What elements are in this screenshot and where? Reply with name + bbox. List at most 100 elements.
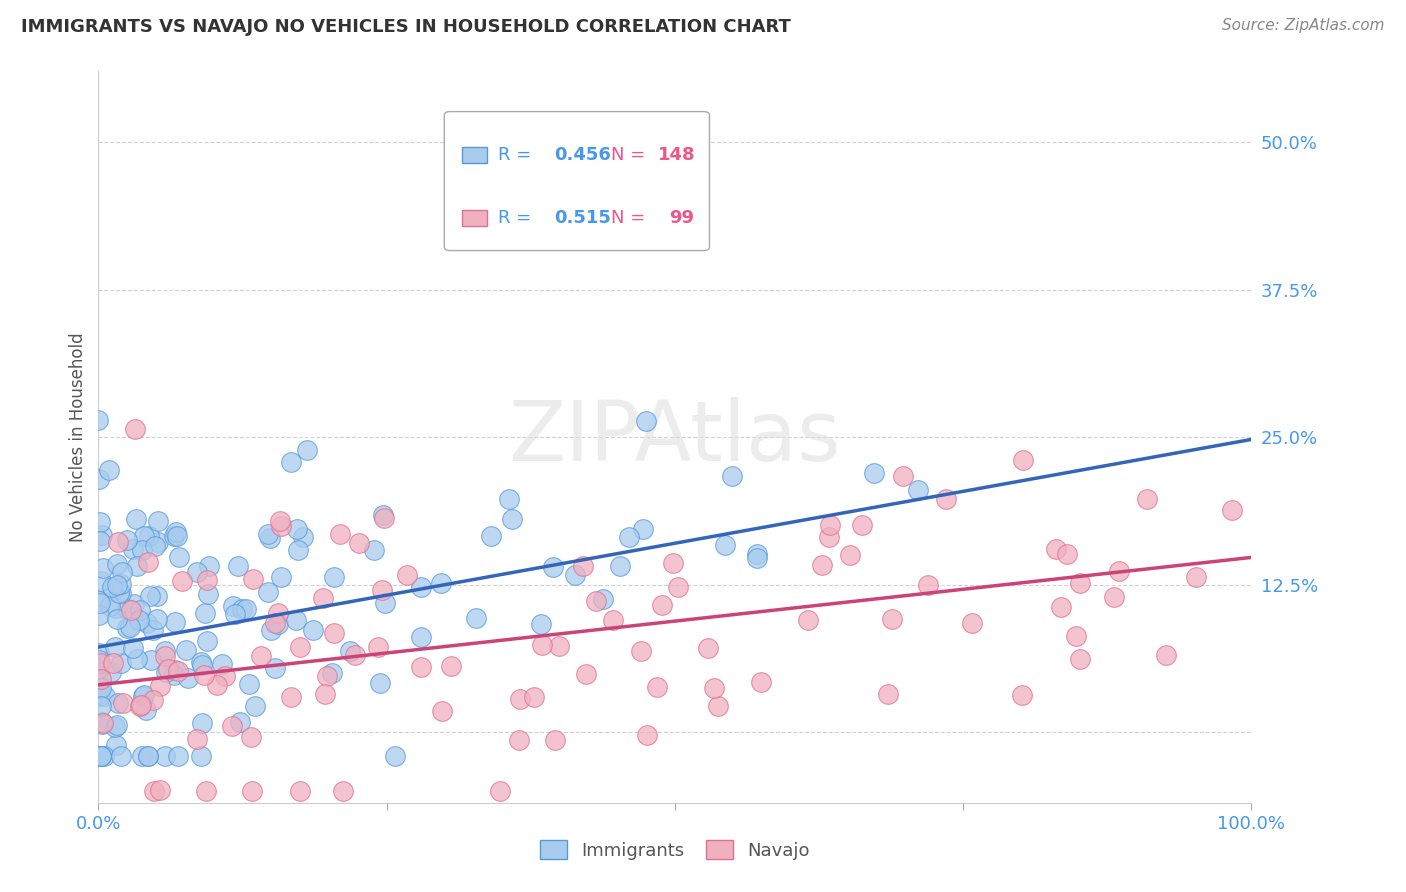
Point <box>167 549 190 564</box>
Point <box>90 528 112 542</box>
Point <box>347 535 370 549</box>
Point <box>257 526 280 541</box>
Point <box>121 541 143 556</box>
Point <box>270 570 292 584</box>
Point <box>143 784 166 798</box>
Point <box>564 568 586 582</box>
Point <box>135 616 157 631</box>
Point <box>243 699 266 714</box>
Point <box>1154 648 1177 662</box>
Point <box>190 715 212 730</box>
Point <box>1056 547 1078 561</box>
Point <box>111 565 134 579</box>
Point <box>89 653 111 667</box>
Point <box>249 648 271 663</box>
Point <box>117 533 139 548</box>
Text: N =: N = <box>612 145 651 164</box>
FancyBboxPatch shape <box>461 146 486 163</box>
Point <box>818 530 841 544</box>
Point <box>697 640 720 655</box>
Point <box>110 748 132 763</box>
Point <box>907 483 929 497</box>
Point <box>264 615 287 630</box>
Point <box>429 576 451 591</box>
Point <box>239 730 262 744</box>
Point <box>409 630 432 644</box>
Point <box>89 748 111 763</box>
Point <box>197 633 219 648</box>
Point <box>134 529 156 543</box>
Point <box>138 529 160 543</box>
Point <box>98 599 121 614</box>
Point <box>110 586 132 600</box>
Point <box>87 607 110 622</box>
Point <box>195 573 218 587</box>
Point <box>190 655 212 669</box>
Point <box>165 615 187 630</box>
Point <box>177 671 200 685</box>
Point <box>575 667 598 681</box>
Point <box>229 714 252 729</box>
Point <box>264 661 287 675</box>
Point <box>149 679 172 693</box>
Point <box>146 589 169 603</box>
Point <box>411 580 433 594</box>
Point <box>810 558 832 572</box>
Point <box>224 607 246 622</box>
Point <box>1108 564 1130 578</box>
Point <box>706 698 728 713</box>
Point <box>155 649 177 664</box>
Point <box>465 611 488 625</box>
Point <box>136 748 159 763</box>
Point <box>124 422 146 436</box>
Point <box>287 543 309 558</box>
Point <box>211 657 233 672</box>
Point <box>343 648 366 662</box>
Point <box>172 574 194 588</box>
Point <box>238 676 260 690</box>
Point <box>90 574 112 588</box>
FancyBboxPatch shape <box>461 210 486 226</box>
Point <box>1220 503 1243 517</box>
Point <box>851 517 873 532</box>
Point <box>291 530 314 544</box>
Point <box>122 598 145 612</box>
Point <box>1064 629 1087 643</box>
Point <box>1069 652 1091 666</box>
Point <box>917 578 939 592</box>
Point <box>165 524 187 539</box>
Point <box>190 658 212 673</box>
Point <box>720 468 742 483</box>
Point <box>90 748 112 763</box>
Point <box>235 602 257 616</box>
Point <box>321 665 343 680</box>
Point <box>104 640 127 655</box>
Point <box>630 644 652 658</box>
Point <box>120 603 142 617</box>
Point <box>547 639 569 653</box>
Point <box>636 728 658 742</box>
Point <box>368 675 391 690</box>
Point <box>166 664 188 678</box>
Point <box>105 612 128 626</box>
Point <box>240 784 263 798</box>
Text: 148: 148 <box>658 145 695 164</box>
Point <box>960 616 983 631</box>
Point <box>190 748 212 763</box>
Point <box>91 717 114 731</box>
Point <box>609 559 631 574</box>
Point <box>373 511 395 525</box>
Point <box>316 668 339 682</box>
Y-axis label: No Vehicles in Household: No Vehicles in Household <box>69 332 87 542</box>
Point <box>1011 688 1033 702</box>
Point <box>602 613 624 627</box>
Point <box>89 596 111 610</box>
Point <box>745 551 768 566</box>
Point <box>295 442 318 457</box>
Point <box>155 665 177 680</box>
Point <box>197 558 219 573</box>
Point <box>384 748 406 763</box>
Point <box>101 580 124 594</box>
Point <box>89 515 111 529</box>
Point <box>1136 491 1159 506</box>
